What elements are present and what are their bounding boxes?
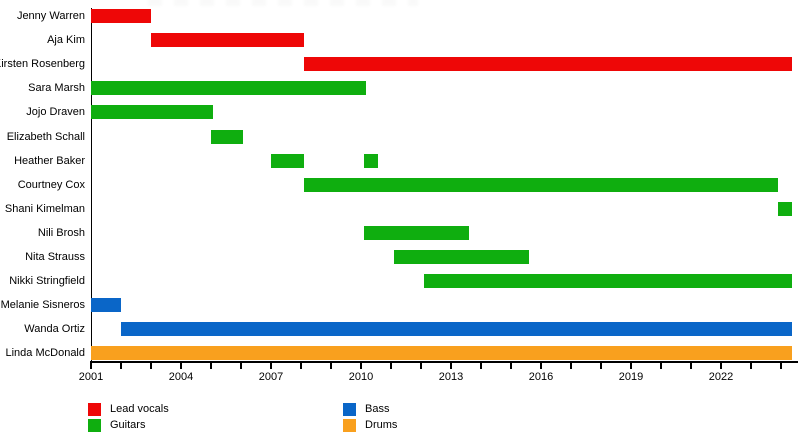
legend-label-guitars: Guitars (110, 419, 146, 431)
legend-label-drums: Drums (365, 419, 398, 431)
tick-2013 (450, 362, 452, 369)
bar-melanie-sisneros (91, 298, 121, 313)
tick-label-2019: 2019 (618, 371, 644, 383)
legend-swatch-lead-vocals (88, 403, 101, 416)
tick-2009 (330, 362, 332, 369)
row-label-kirsten-rosenberg: Kirsten Rosenberg (0, 58, 85, 71)
tick-2003 (150, 362, 152, 369)
row-label-nikki-stringfield: Nikki Stringfield (9, 275, 85, 288)
tick-2007 (270, 362, 272, 369)
tick-2010 (360, 362, 362, 369)
bar-jenny-warren (91, 9, 151, 23)
tick-2012 (420, 362, 422, 369)
bar-nikki-stringfield (424, 274, 792, 289)
legend-label-lead-vocals: Lead vocals (110, 403, 169, 415)
row-label-sara-marsh: Sara Marsh (28, 82, 85, 95)
tick-2001 (90, 362, 92, 369)
legend-label-bass: Bass (365, 403, 390, 415)
bar-wanda-ortiz (121, 322, 792, 337)
tick-2024 (780, 362, 782, 369)
tick-2022 (720, 362, 722, 369)
bar-linda-mcdonald (91, 346, 792, 361)
bar-heather-baker-2 (364, 153, 378, 168)
tick-2011 (390, 362, 392, 369)
tick-2023 (750, 362, 752, 369)
bar-elizabeth-schall (211, 129, 243, 144)
row-label-wanda-ortiz: Wanda Ortiz (24, 323, 85, 336)
tick-label-2022: 2022 (708, 371, 734, 383)
tick-label-2007: 2007 (258, 371, 284, 383)
bar-sara-marsh (91, 81, 366, 96)
legend-swatch-bass (343, 403, 356, 416)
tick-2004 (180, 362, 182, 369)
tick-2019 (630, 362, 632, 369)
tick-label-2001: 2001 (78, 371, 104, 383)
tick-2002 (120, 362, 122, 369)
bar-heather-baker-1 (271, 153, 304, 168)
tick-2006 (240, 362, 242, 369)
tick-label-2013: 2013 (438, 371, 464, 383)
tick-2014 (480, 362, 482, 369)
row-label-shani-kimelman: Shani Kimelman (4, 202, 85, 215)
tick-2015 (510, 362, 512, 369)
tick-2017 (570, 362, 572, 369)
legend-swatch-guitars (88, 419, 101, 432)
tick-2005 (210, 362, 212, 369)
row-label-elizabeth-schall: Elizabeth Schall (6, 130, 85, 143)
bar-kirsten-rosenberg (304, 57, 792, 72)
row-label-melanie-sisneros: Melanie Sisneros (0, 299, 85, 312)
tick-label-2010: 2010 (348, 371, 374, 383)
bar-nili-brosh (364, 225, 469, 240)
row-label-linda-mcdonald: Linda McDonald (5, 347, 86, 360)
bar-nita-strauss (394, 250, 529, 264)
tick-2008 (300, 362, 302, 369)
tick-2021 (690, 362, 692, 369)
y-axis-line (90, 8, 92, 362)
legend-swatch-drums (343, 419, 356, 432)
tick-label-2016: 2016 (528, 371, 554, 383)
bar-jojo-draven (91, 105, 213, 120)
tick-2016 (540, 362, 542, 369)
tick-2020 (660, 362, 662, 369)
row-label-nili-brosh: Nili Brosh (37, 226, 85, 239)
row-label-jenny-warren: Jenny Warren (16, 10, 85, 22)
cropped-title-artifact (148, 0, 418, 6)
row-label-heather-baker: Heather Baker (14, 154, 85, 167)
x-axis-line (90, 361, 798, 363)
bar-aja-kim (151, 33, 304, 48)
bar-shani-kimelman (778, 201, 792, 216)
tick-label-2004: 2004 (168, 371, 194, 383)
row-label-courtney-cox: Courtney Cox (17, 178, 85, 191)
row-label-aja-kim: Aja Kim (47, 34, 85, 47)
bar-courtney-cox (304, 177, 778, 192)
row-label-nita-strauss: Nita Strauss (25, 251, 85, 263)
tick-2018 (600, 362, 602, 369)
row-label-jojo-draven: Jojo Draven (26, 106, 85, 119)
